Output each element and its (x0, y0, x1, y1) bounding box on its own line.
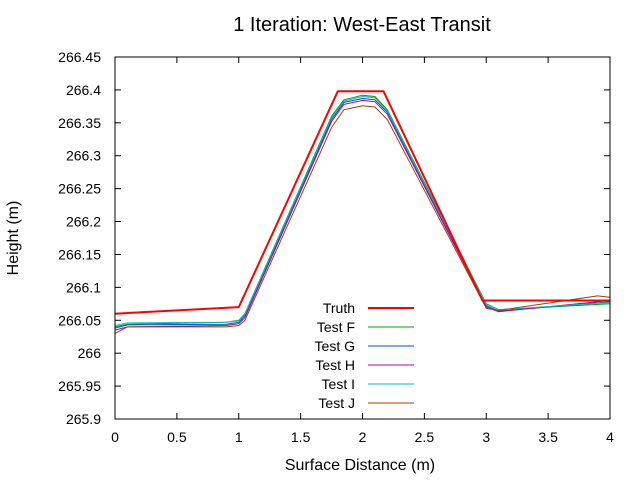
legend-label: Test H (315, 357, 355, 373)
y-tick-label: 265.95 (58, 378, 101, 394)
series-line-test-i (114, 96, 611, 326)
x-axis-label: Surface Distance (m) (285, 457, 435, 474)
legend-label: Test F (317, 319, 355, 335)
y-tick-label: 266.2 (66, 214, 101, 230)
plot-frame (114, 56, 611, 420)
x-tick-label: 2 (359, 429, 367, 445)
y-tick-label: 265.9 (66, 411, 101, 427)
series-line-test-h (114, 99, 611, 331)
x-tick-label: 1 (235, 429, 243, 445)
legend-label: Test G (315, 338, 355, 354)
x-tick-label: 3 (482, 429, 490, 445)
y-tick-label: 266.4 (66, 82, 101, 98)
y-tick-label: 266.1 (66, 279, 101, 295)
plot-series (114, 90, 611, 334)
series-line-test-j (114, 105, 611, 334)
y-tick-label: 266.3 (66, 148, 101, 164)
chart-title: 1 Iteration: West-East Transit (233, 14, 491, 36)
x-tick-label: 4 (606, 429, 614, 445)
x-tick-label: 0 (111, 429, 119, 445)
series-line-test-g (114, 98, 611, 329)
legend-label: Test J (318, 395, 355, 411)
y-tick-label: 266.05 (58, 312, 101, 328)
y-tick-label: 266.25 (58, 181, 101, 197)
legend-label: Truth (323, 300, 355, 316)
legend: Truth Test F Test G Test H Test I Test J (315, 300, 414, 411)
y-tick-label: 266.35 (58, 115, 101, 131)
x-tick-label: 3.5 (538, 429, 558, 445)
x-tick-label: 0.5 (167, 429, 187, 445)
y-tick-label: 266.45 (58, 49, 101, 65)
x-tick-label: 2.5 (415, 429, 435, 445)
axis-ticks: 0 0.5 1 1.5 2 2.5 3 3.5 4 265.9 265.95 266 266.05 266… (58, 49, 614, 445)
x-tick-label: 1.5 (291, 429, 311, 445)
y-axis-label: Height (m) (5, 201, 22, 276)
y-tick-label: 266.15 (58, 246, 101, 262)
series-line-truth (114, 90, 610, 315)
legend-label: Test I (322, 376, 355, 392)
y-tick-label: 266 (78, 345, 102, 361)
